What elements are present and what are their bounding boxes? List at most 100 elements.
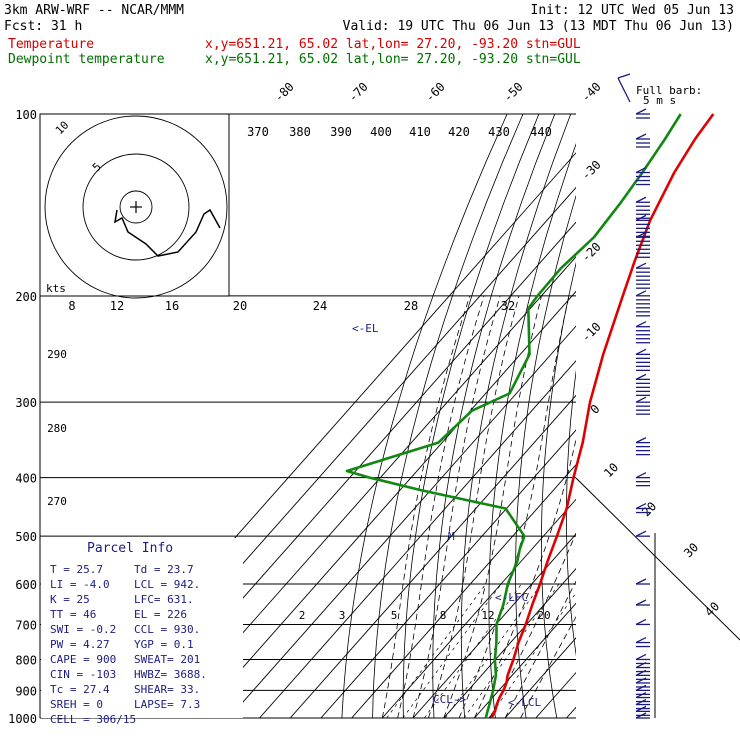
wind-barb — [635, 599, 650, 606]
hodograph-ring — [82, 153, 190, 261]
wind-barb-shaft — [635, 262, 647, 269]
speed-label: 24 — [313, 299, 327, 313]
isotherm-label: 10 — [601, 460, 621, 480]
parcel-row-left: LI = -4.0 — [50, 578, 110, 591]
pressure-label-900: 900 — [15, 684, 37, 698]
isotherm-line — [504, 637, 576, 718]
wind-barb-shaft — [635, 396, 647, 403]
parcel-row-left: Tc = 27.4 — [50, 683, 110, 696]
parcel-row-right: SHEAR= 33. — [134, 683, 200, 696]
parcel-row-right: SWEAT= 201 — [134, 653, 200, 666]
lfc-marker: <-LFC — [495, 591, 528, 604]
isotherm-label: -50 — [501, 80, 526, 105]
isotherm-label: -70 — [346, 80, 371, 105]
wind-barb-shaft — [635, 636, 647, 644]
wind-barb — [635, 290, 650, 317]
temperature-profile — [490, 113, 715, 719]
dry-adiabat — [541, 261, 576, 718]
isotherm-line — [289, 394, 576, 718]
moist-adiabat — [412, 295, 501, 718]
theta-label: 400 — [370, 125, 392, 139]
wind-barb-shaft — [635, 530, 647, 537]
parcel-row-left: TT = 46 — [50, 608, 96, 621]
mixing-ratio-label: 12 — [481, 609, 494, 622]
legend-dewpoint: Dewpoint temperature — [8, 52, 165, 67]
mixing-ratio-line — [424, 583, 522, 718]
wind-barb-shaft — [635, 108, 647, 115]
right-frame-diag — [575, 477, 740, 641]
wind-barb — [635, 133, 650, 148]
parcel-row-left: CAPE = 900 — [50, 653, 116, 666]
wind-barb-shaft — [635, 373, 647, 380]
m-marker: M — [448, 530, 455, 543]
dry-adiabat — [637, 114, 682, 718]
pressure-label-800: 800 — [15, 653, 37, 667]
moist-adiabat — [381, 295, 471, 718]
wind-barb — [635, 691, 650, 703]
wind-barb — [635, 530, 650, 537]
dry-adiabat — [341, 114, 508, 718]
isotherm-line — [320, 429, 576, 718]
speed-label: 12 — [110, 299, 124, 313]
parcel-row-right: YGP = 0.1 — [134, 638, 194, 651]
mixing-ratio-label: 20 — [537, 609, 550, 622]
wind-barb-shaft — [635, 133, 647, 140]
el-marker: <-EL — [352, 322, 379, 335]
dry-adiabat — [660, 114, 711, 718]
wind-barb-shaft — [635, 472, 647, 479]
theta-e-label: 270 — [47, 495, 67, 508]
isotherm-line — [167, 256, 576, 718]
parcel-row-right: CCL = 930. — [134, 623, 200, 636]
wind-barb-shaft — [635, 578, 647, 585]
isotherm-line — [228, 325, 576, 718]
theta-e-label: 280 — [47, 422, 67, 435]
dry-adiabat — [723, 114, 740, 718]
pressure-label-200: 200 — [15, 290, 37, 304]
wind-barb-shaft — [635, 437, 647, 444]
wind-barb — [635, 348, 650, 372]
ccl-marker: CCL-> — [433, 693, 466, 706]
legend-temperature-info: x,y=651.21, 65.02 lat,lon= 27.20, -93.20… — [205, 37, 581, 52]
dry-adiabat — [565, 369, 576, 657]
wind-barb — [635, 262, 650, 289]
hodograph-unit: kts — [46, 282, 66, 295]
lcl-marker: <-LCL — [508, 696, 541, 709]
hodograph-ring — [44, 115, 228, 299]
isotherm-line — [443, 567, 576, 718]
dry-adiabat — [460, 114, 572, 718]
legend-temperature: Temperature — [8, 37, 94, 52]
wind-barb — [635, 578, 650, 585]
speed-label: 20 — [233, 299, 247, 313]
wind-barb-shaft — [635, 348, 647, 355]
theta-label: 410 — [409, 125, 431, 139]
pressure-label-700: 700 — [15, 618, 37, 632]
isotherm-label: 40 — [702, 599, 722, 619]
parcel-row-right: LCL = 942. — [134, 578, 200, 591]
dry-adiabat — [515, 194, 576, 718]
wind-barb-shaft — [635, 691, 647, 699]
wind-barb — [635, 196, 650, 219]
isotherm-line — [566, 706, 576, 718]
parcel-row-right: Td = 23.7 — [134, 563, 194, 576]
dry-adiabat — [702, 114, 740, 718]
isotherm-line — [381, 498, 576, 718]
parcel-row-left: SWI = -0.2 — [50, 623, 116, 636]
wind-barb — [635, 437, 650, 456]
hodograph-ring — [119, 190, 153, 224]
speed-label: 28 — [404, 299, 418, 313]
mixing-ratio-line — [463, 583, 560, 718]
parcel-row-left: PW = 4.27 — [50, 638, 110, 651]
barb-legend-title: Full barb: — [636, 84, 702, 97]
isotherm-label: -60 — [423, 80, 448, 105]
mixing-ratio-label: 2 — [299, 609, 306, 622]
isotherm-line — [259, 360, 576, 718]
parcel-row-right: EL = 226 — [134, 608, 187, 621]
dry-adiabat — [372, 114, 524, 718]
wind-barb — [635, 653, 650, 665]
parcel-row-left: CELL = 306/15 — [50, 713, 136, 726]
hodograph-box — [39, 113, 230, 297]
theta-label: 430 — [488, 125, 510, 139]
wind-barb — [635, 396, 650, 415]
pressure-label-400: 400 — [15, 472, 37, 486]
isotherm-label: -10 — [579, 320, 604, 345]
